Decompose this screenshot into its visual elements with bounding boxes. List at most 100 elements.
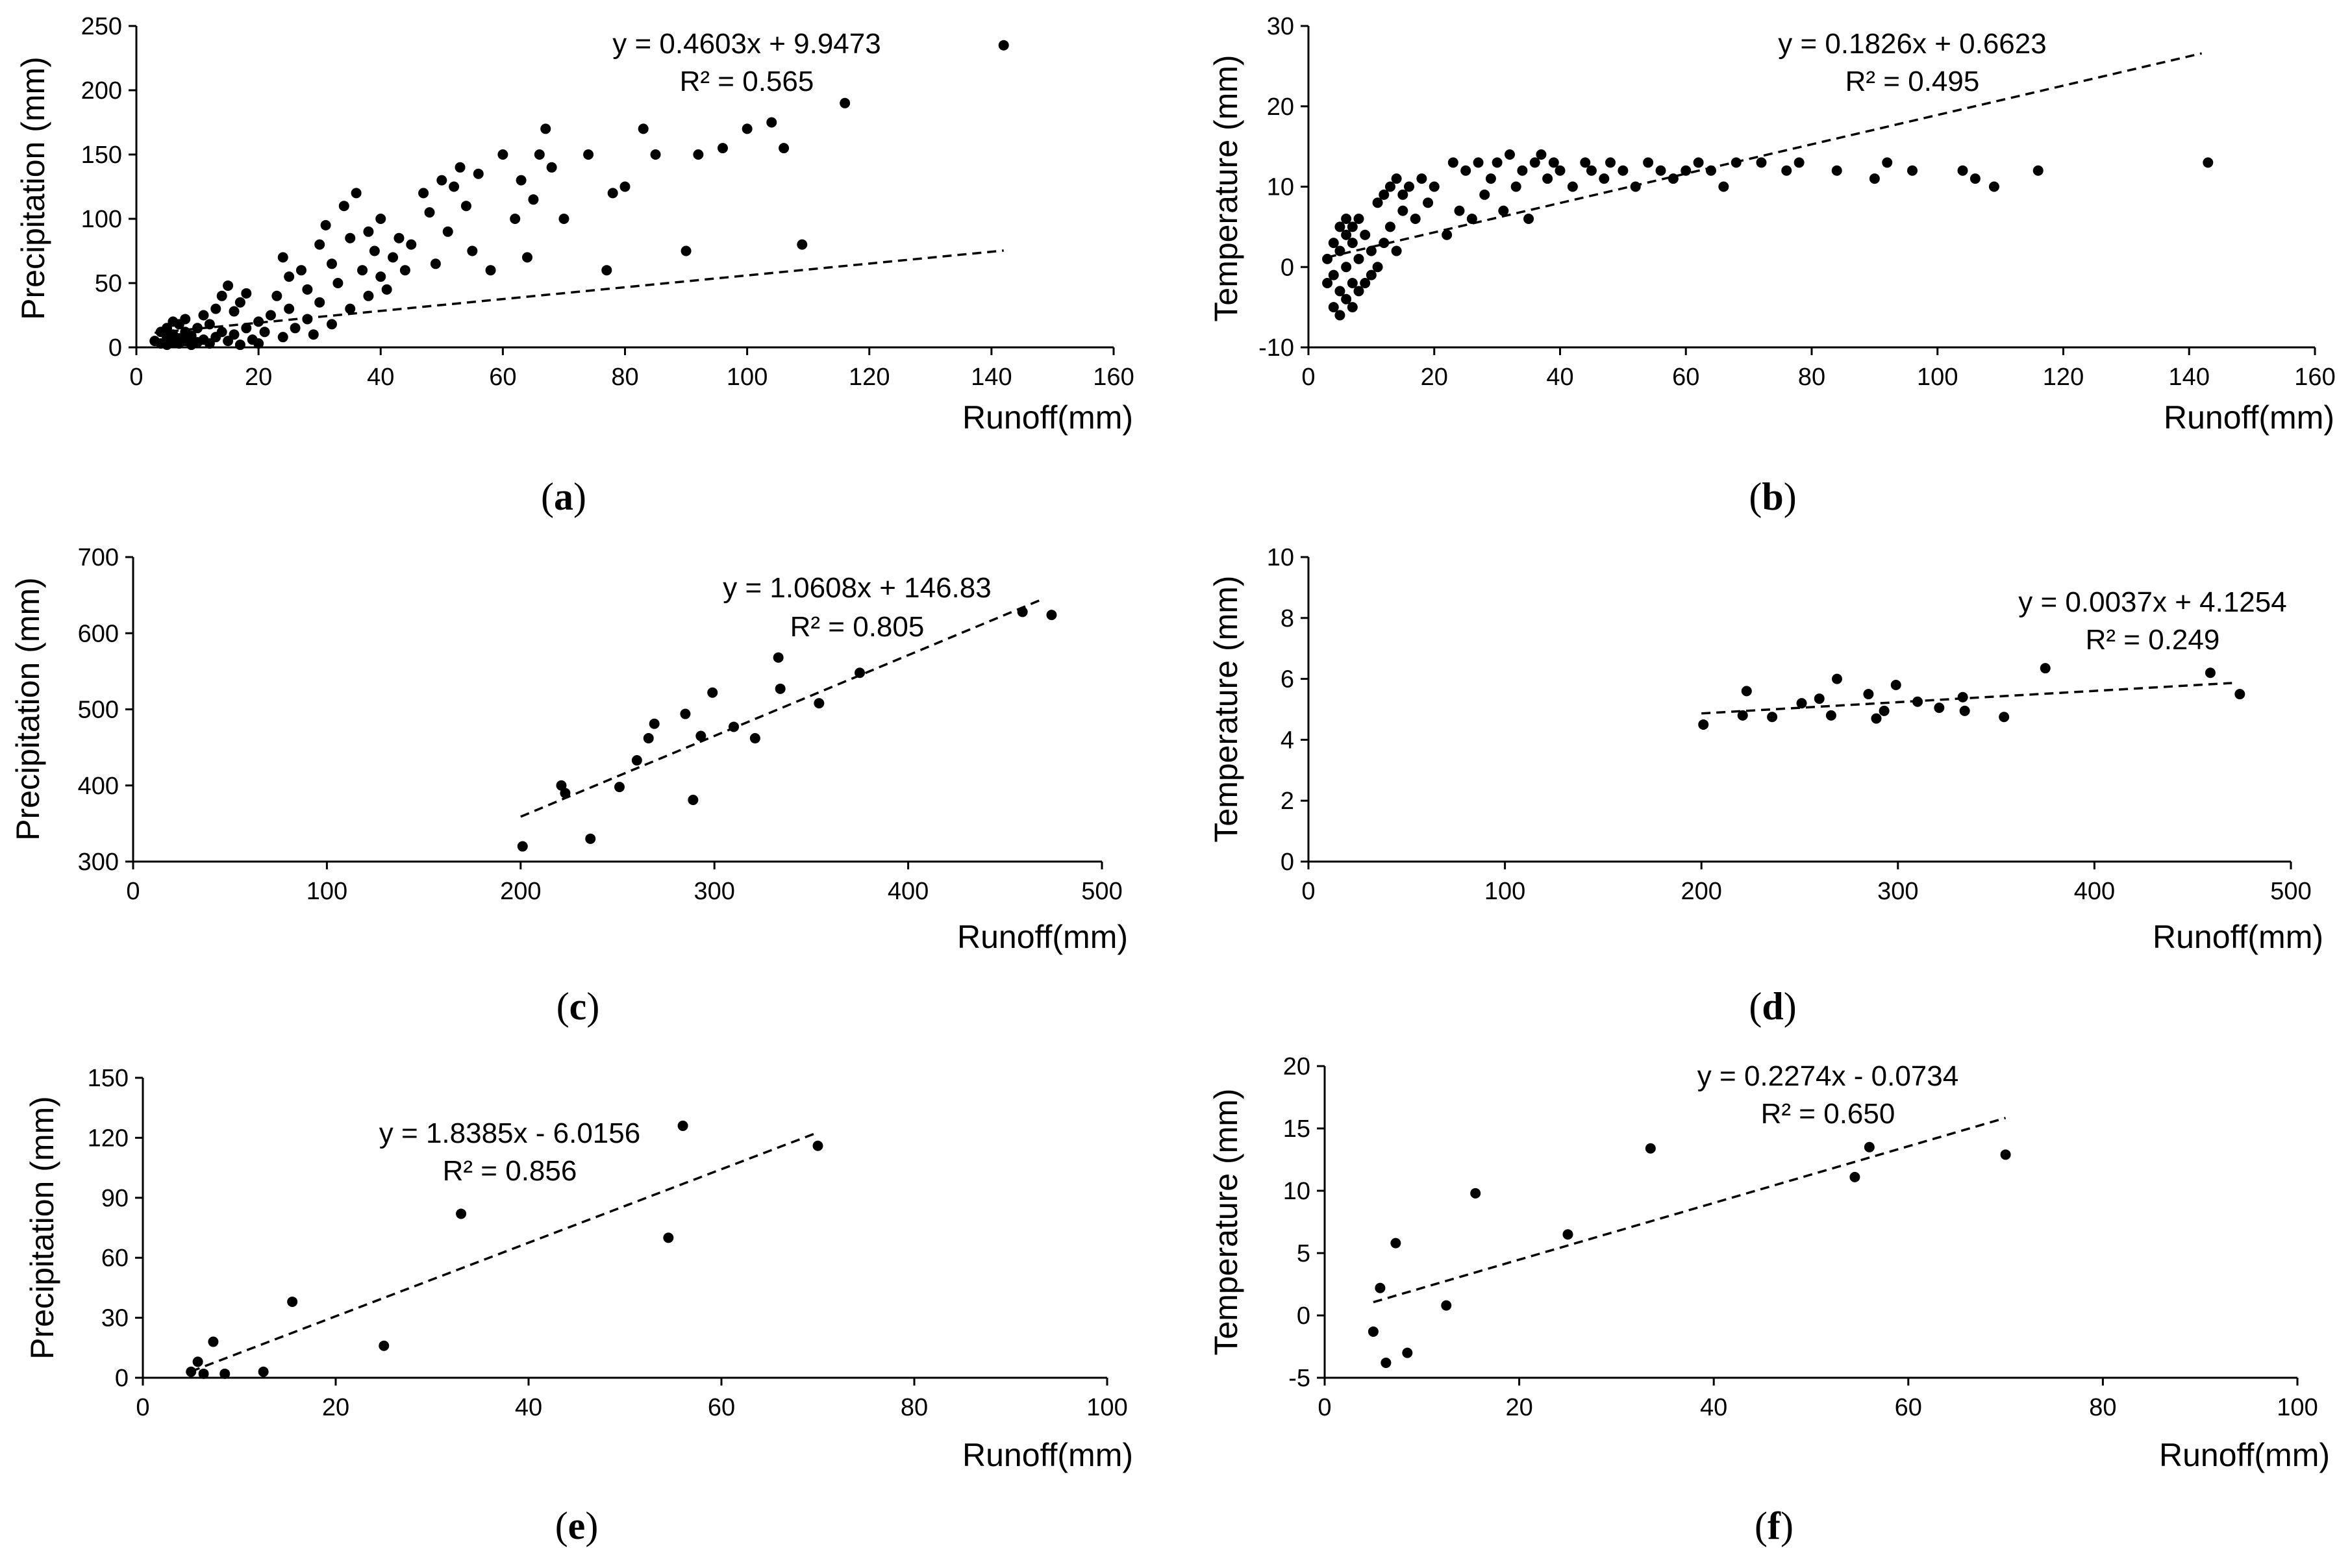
trendline: [1327, 52, 2203, 258]
data-point: [271, 290, 282, 301]
x-tick-label: 0: [1301, 364, 1315, 391]
x-tick-label: 120: [2043, 364, 2084, 391]
data-point: [1360, 229, 1371, 240]
data-point: [1347, 221, 1358, 232]
data-point: [234, 297, 245, 308]
data-point: [779, 143, 790, 154]
x-tick-label: 20: [245, 364, 272, 391]
data-point: [855, 667, 865, 678]
data-point: [216, 290, 227, 301]
data-point: [1442, 229, 1453, 240]
data-point: [1959, 705, 1970, 716]
x-tick-label: 20: [1505, 1394, 1532, 1421]
y-tick-label: 10: [1283, 1178, 1310, 1205]
data-point: [1536, 149, 1547, 160]
y-axis-title: Temperature (mm): [1208, 55, 1244, 321]
panel-caption: (c): [556, 985, 600, 1028]
data-point: [1341, 262, 1352, 273]
trend-equation: y = 1.0608x + 146.83: [723, 572, 991, 604]
data-point: [1630, 181, 1641, 192]
y-tick-label: 300: [78, 849, 119, 876]
y-tick-label: 100: [81, 206, 122, 233]
data-point: [797, 239, 808, 250]
data-point: [287, 1296, 298, 1307]
data-point: [399, 265, 410, 276]
x-axis-title: Runoff(mm): [962, 1437, 1133, 1473]
data-point: [1510, 181, 1521, 192]
data-point: [162, 323, 173, 334]
data-point: [302, 314, 313, 325]
data-point: [186, 330, 197, 342]
trendline: [520, 597, 1045, 818]
data-point: [1542, 173, 1553, 184]
data-point: [677, 1120, 688, 1131]
y-tick-label: 60: [101, 1245, 129, 1272]
x-tick-label: 20: [1421, 364, 1448, 391]
data-point: [688, 795, 699, 806]
data-point: [253, 316, 264, 327]
data-point: [742, 123, 753, 134]
data-point: [259, 327, 270, 338]
data-point: [534, 149, 545, 160]
data-point: [583, 149, 594, 160]
data-point: [510, 214, 521, 224]
data-point: [1322, 278, 1333, 288]
panel-caption: (a): [541, 475, 586, 518]
data-point: [1384, 221, 1395, 232]
data-point: [277, 332, 288, 343]
data-point: [1328, 269, 1339, 280]
data-point: [1731, 157, 1742, 168]
data-point: [718, 143, 728, 154]
data-point: [2032, 165, 2044, 176]
data-point: [284, 271, 295, 282]
trend-equation: y = 1.8385x - 6.0156: [379, 1117, 640, 1149]
data-point: [585, 833, 596, 844]
y-tick-label: 0: [1281, 849, 1294, 876]
data-point: [456, 1208, 467, 1219]
data-point: [258, 1366, 269, 1377]
data-point: [1322, 253, 1333, 264]
panel-c: 0 100 200 300 400 500 300 400 500 600 700 Runoff(mm…: [10, 544, 1128, 1028]
data-point: [265, 310, 276, 321]
data-point: [1397, 189, 1408, 200]
y-axis-title: Precipitation (mm): [15, 56, 51, 320]
data-point: [1718, 181, 1729, 192]
data-point: [729, 721, 740, 732]
y-tick-label: 10: [1267, 174, 1294, 201]
y-tick-label: 2: [1281, 788, 1294, 815]
data-point: [775, 683, 786, 694]
panel-caption: (d): [1749, 985, 1796, 1028]
data-point: [1756, 157, 1767, 168]
data-point: [1969, 173, 1981, 184]
data-point: [643, 733, 654, 744]
data-point: [1470, 1188, 1481, 1199]
data-point: [192, 1356, 203, 1367]
data-point: [773, 652, 784, 663]
data-point: [1381, 1357, 1392, 1368]
data-point: [1882, 157, 1893, 168]
data-point: [1384, 181, 1395, 192]
data-point: [302, 284, 313, 295]
data-point: [1814, 693, 1825, 704]
x-tick-label: 0: [129, 364, 143, 391]
data-point: [204, 338, 215, 349]
x-tick-label: 200: [500, 878, 541, 905]
data-point: [327, 258, 337, 269]
data-point: [693, 149, 704, 160]
data-point: [455, 162, 466, 173]
data-point: [308, 329, 319, 340]
data-point: [1999, 712, 2010, 723]
r-squared-label: R² = 0.650: [1761, 1098, 1895, 1130]
data-point: [375, 271, 386, 282]
y-axis-title: Precipitation (mm): [24, 1096, 60, 1360]
y-tick-label: 400: [78, 773, 119, 800]
data-point: [314, 239, 325, 250]
data-point: [1645, 1143, 1656, 1154]
y-tick-label: 200: [81, 77, 122, 105]
y-tick-label: -5: [1288, 1365, 1310, 1392]
x-tick-label: 40: [1546, 364, 1573, 391]
data-point: [198, 1368, 209, 1379]
y-tick-label: 20: [1267, 93, 1294, 121]
x-tick-label: 100: [727, 364, 768, 391]
data-point: [649, 718, 660, 729]
